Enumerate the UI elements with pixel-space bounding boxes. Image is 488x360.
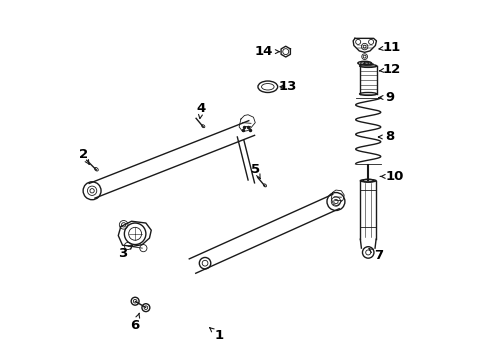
Text: 5: 5 [250, 163, 260, 179]
Text: 8: 8 [378, 130, 393, 144]
Text: 1: 1 [209, 328, 224, 342]
Text: 6: 6 [130, 313, 140, 332]
Text: 7: 7 [368, 249, 383, 262]
Text: 13: 13 [278, 80, 296, 93]
Text: 2: 2 [79, 148, 89, 164]
Text: 10: 10 [380, 170, 404, 183]
Text: 3: 3 [118, 245, 132, 260]
Text: 11: 11 [378, 41, 400, 54]
Text: 14: 14 [255, 45, 279, 58]
Text: 9: 9 [378, 91, 393, 104]
Text: 4: 4 [197, 102, 205, 118]
Ellipse shape [362, 179, 373, 182]
Text: 12: 12 [379, 63, 400, 76]
Circle shape [363, 62, 365, 64]
